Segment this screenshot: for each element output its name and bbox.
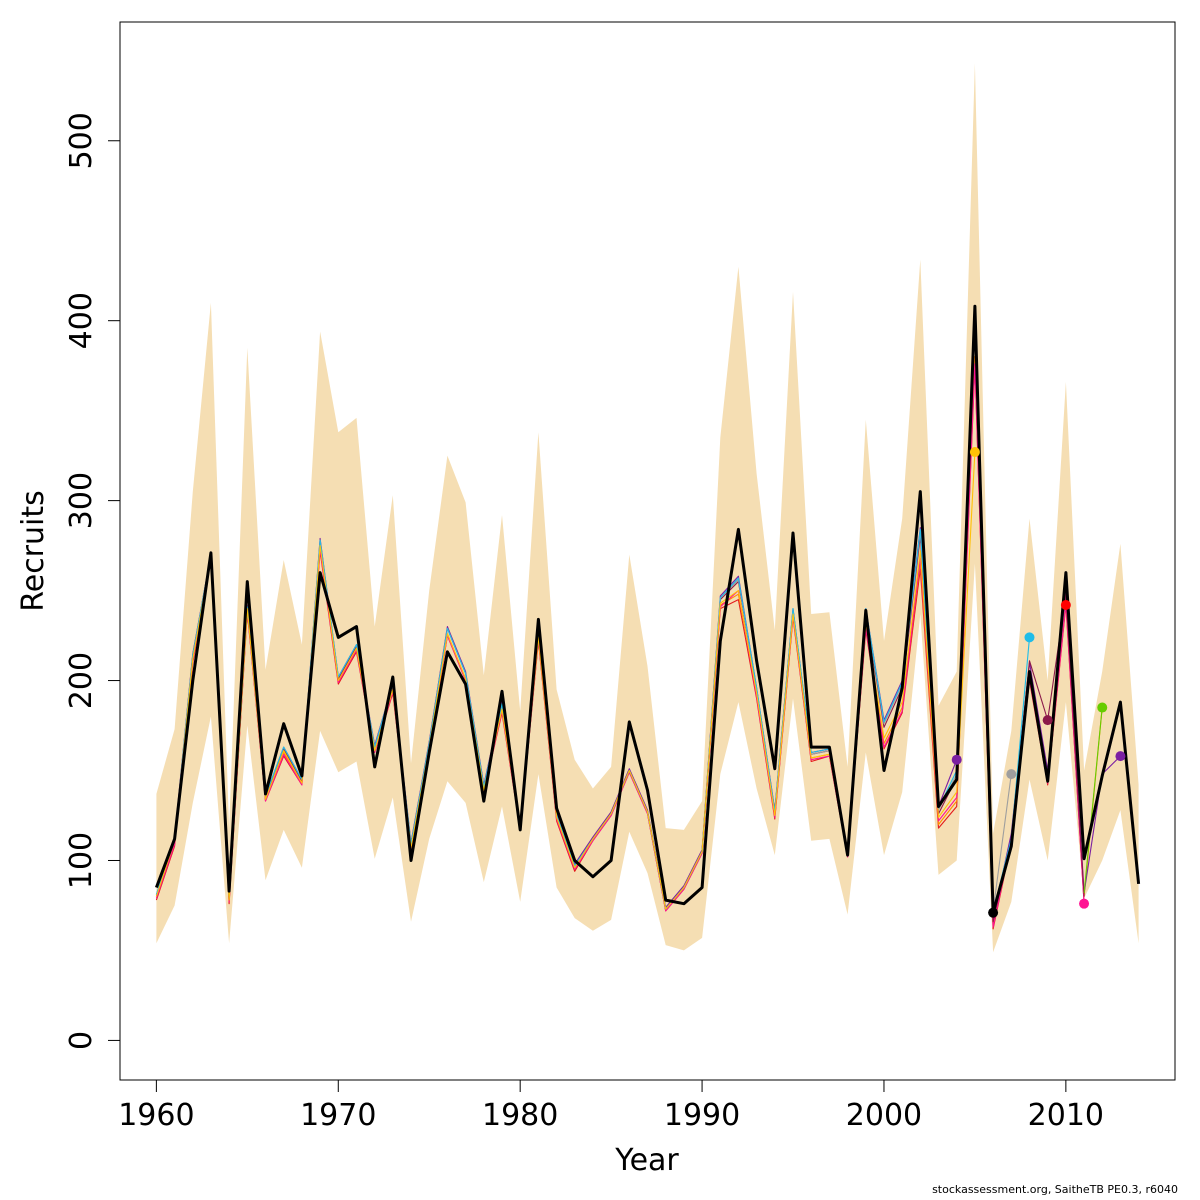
x-tick-label: 1990 (664, 1098, 740, 1133)
footer-credit: stockassessment.org, SaitheTB PE0.3, r60… (932, 1183, 1178, 1196)
terminal-point-2008 (1024, 632, 1035, 643)
terminal-point-2004 (951, 754, 962, 765)
x-tick-label: 2000 (846, 1098, 922, 1133)
series-layer (154, 304, 1141, 930)
terminal-point-2013 (1115, 751, 1126, 762)
y-tick-label: 400 (64, 292, 99, 349)
y-tick-label: 300 (64, 472, 99, 529)
x-axis: 1960 1970 1980 1990 2000 2010 (118, 1079, 1104, 1133)
x-axis-title: Year (614, 1143, 679, 1178)
x-tick-label: 1960 (118, 1098, 194, 1133)
series-line-retro-8 (1083, 707, 1103, 893)
y-axis: 0 100 200 300 400 500 (64, 112, 121, 1050)
terminal-point-2011 (1079, 898, 1090, 909)
terminal-point-2006 (988, 907, 999, 918)
x-tick-label: 1970 (300, 1098, 376, 1133)
series-line-main (154, 304, 1141, 915)
terminal-point-2010 (1060, 599, 1071, 610)
x-tick-label: 2010 (1028, 1098, 1104, 1133)
y-tick-label: 100 (64, 832, 99, 889)
terminal-point-2012 (1097, 702, 1108, 713)
terminal-point-2009 (1042, 715, 1053, 726)
y-tick-label: 500 (64, 112, 99, 169)
y-tick-label: 200 (64, 652, 99, 709)
terminal-points-layer (951, 447, 1126, 918)
y-tick-label: 0 (64, 1031, 99, 1050)
terminal-point-2007 (1006, 769, 1017, 780)
terminal-point-2005 (969, 447, 980, 458)
plot-frame (119, 21, 1176, 1081)
x-tick-label: 1980 (482, 1098, 558, 1133)
y-axis-title: Recruits (16, 490, 51, 612)
